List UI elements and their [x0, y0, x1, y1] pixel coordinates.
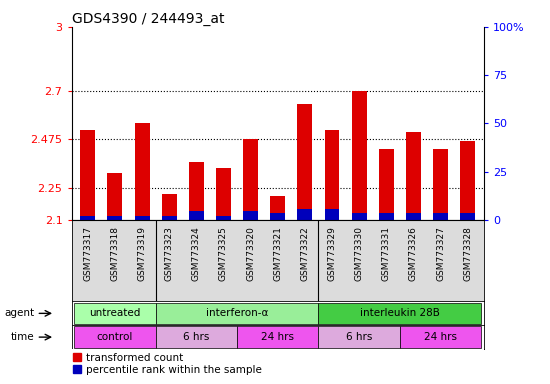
Bar: [433, 149, 448, 220]
Text: control: control: [97, 332, 133, 342]
Bar: [324, 209, 339, 220]
Bar: [162, 194, 177, 220]
Bar: [243, 211, 258, 220]
Text: GSM773331: GSM773331: [382, 227, 391, 281]
FancyBboxPatch shape: [156, 303, 318, 324]
Bar: [135, 215, 150, 220]
Bar: [80, 130, 95, 220]
Text: GSM773327: GSM773327: [436, 227, 445, 281]
Bar: [270, 214, 285, 220]
Bar: [324, 130, 339, 220]
Bar: [406, 214, 421, 220]
Bar: [189, 162, 204, 220]
Text: 24 hrs: 24 hrs: [424, 332, 457, 342]
Bar: [379, 149, 394, 220]
FancyBboxPatch shape: [156, 326, 237, 348]
Text: GSM773330: GSM773330: [355, 227, 364, 281]
Text: GSM773320: GSM773320: [246, 227, 255, 281]
Bar: [351, 91, 367, 220]
Text: time: time: [11, 332, 34, 342]
Text: GSM773324: GSM773324: [192, 227, 201, 281]
Bar: [243, 139, 258, 220]
Bar: [135, 123, 150, 220]
Text: GSM773319: GSM773319: [138, 227, 146, 281]
FancyBboxPatch shape: [318, 303, 481, 324]
Text: GSM773322: GSM773322: [300, 227, 310, 281]
Bar: [270, 196, 285, 220]
Text: GSM773325: GSM773325: [219, 227, 228, 281]
Text: untreated: untreated: [89, 308, 141, 318]
Bar: [189, 211, 204, 220]
Text: 6 hrs: 6 hrs: [183, 332, 210, 342]
FancyBboxPatch shape: [400, 326, 481, 348]
Bar: [460, 214, 475, 220]
Text: GSM773328: GSM773328: [463, 227, 472, 281]
Bar: [80, 215, 95, 220]
Bar: [107, 173, 123, 220]
Bar: [460, 141, 475, 220]
Legend: transformed count, percentile rank within the sample: transformed count, percentile rank withi…: [73, 353, 262, 375]
FancyBboxPatch shape: [74, 303, 156, 324]
FancyBboxPatch shape: [318, 326, 400, 348]
Text: GSM773318: GSM773318: [111, 227, 119, 281]
Text: 6 hrs: 6 hrs: [346, 332, 372, 342]
Bar: [216, 215, 231, 220]
FancyBboxPatch shape: [74, 326, 156, 348]
Text: GSM773323: GSM773323: [164, 227, 174, 281]
Bar: [298, 104, 312, 220]
Text: GSM773321: GSM773321: [273, 227, 282, 281]
Bar: [298, 209, 312, 220]
Bar: [433, 214, 448, 220]
Text: GSM773326: GSM773326: [409, 227, 418, 281]
Text: GSM773329: GSM773329: [328, 227, 337, 281]
FancyBboxPatch shape: [237, 326, 318, 348]
Bar: [351, 214, 367, 220]
Text: interferon-α: interferon-α: [206, 308, 268, 318]
Bar: [162, 215, 177, 220]
Text: GSM773317: GSM773317: [83, 227, 92, 281]
Bar: [406, 132, 421, 220]
Text: interleukin 28B: interleukin 28B: [360, 308, 440, 318]
Text: agent: agent: [4, 308, 34, 318]
Text: 24 hrs: 24 hrs: [261, 332, 294, 342]
Bar: [379, 214, 394, 220]
Bar: [216, 169, 231, 220]
Text: GDS4390 / 244493_at: GDS4390 / 244493_at: [72, 12, 224, 26]
Bar: [107, 215, 123, 220]
